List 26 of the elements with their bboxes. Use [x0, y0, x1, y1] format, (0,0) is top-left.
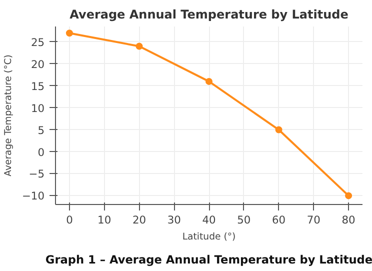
- point: [275, 126, 282, 134]
- y-tick-label: 15: [30, 80, 45, 93]
- y-tick-label: 25: [30, 36, 45, 49]
- y-tick-label: 0: [38, 146, 45, 159]
- x-tick-label: 30: [167, 214, 182, 226]
- x-axis-title: Latitude (°): [182, 232, 236, 242]
- chart-title: Average Annual Temperature by Latitude: [70, 8, 348, 22]
- point: [345, 192, 352, 200]
- x-tick-label: 60: [272, 214, 286, 226]
- point: [206, 78, 212, 85]
- y-tick-label: 10: [30, 102, 45, 115]
- x-tick-label: 20: [132, 214, 146, 226]
- y-axis-title: Average Temperature (°C): [3, 54, 14, 176]
- point: [66, 30, 73, 37]
- caption: Graph 1 – Average Annual Temperature by Latitude: [45, 252, 372, 266]
- y-tick-label: 20: [30, 58, 45, 71]
- point: [136, 42, 143, 50]
- y-tick-label: −5: [28, 168, 45, 181]
- x-tick-label: 0: [66, 214, 74, 226]
- y-tick-label: 5: [38, 124, 44, 137]
- x-tick-label: 10: [98, 214, 112, 226]
- x-tick-label: 40: [202, 214, 216, 226]
- y-tick-label: −10: [22, 190, 45, 203]
- x-tick-label: 50: [237, 214, 251, 226]
- x-tick-label: 80: [342, 214, 356, 226]
- x-tick-label: 70: [306, 214, 321, 226]
